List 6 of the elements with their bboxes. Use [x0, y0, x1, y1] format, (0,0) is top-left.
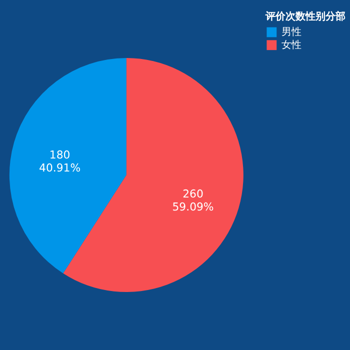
pie-slice	[9, 58, 126, 274]
legend-label: 女性	[282, 39, 302, 52]
data-label: 260 59.09%	[172, 188, 214, 214]
legend-title: 评价次数性别分部	[264, 10, 346, 22]
legend-label: 男性	[282, 26, 302, 38]
data-label: 180 40.91%	[39, 148, 81, 174]
